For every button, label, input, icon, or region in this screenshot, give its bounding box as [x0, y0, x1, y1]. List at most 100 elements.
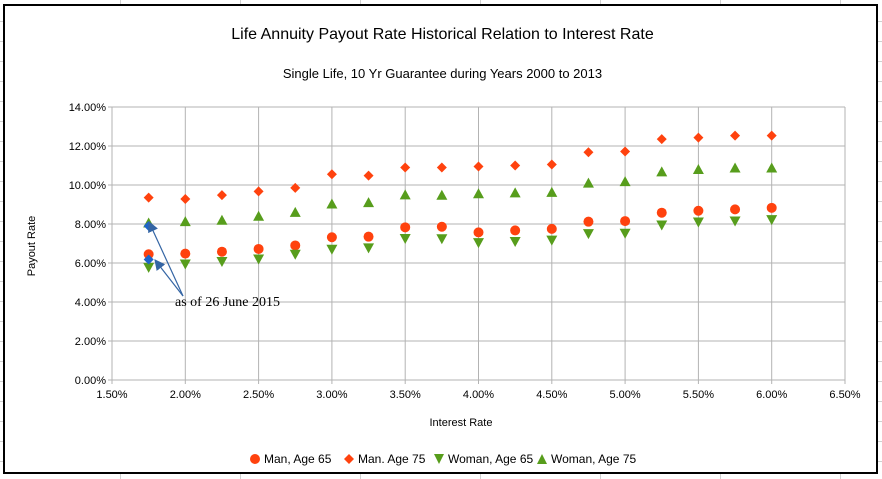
legend-item-man-65: Man, Age 65 — [250, 452, 332, 466]
legend-label: Man. Age 75 — [358, 452, 426, 466]
legend-marker-triangle-up — [537, 454, 547, 464]
series-3-point — [509, 187, 521, 198]
legend-item-woman-65: Woman, Age 65 — [434, 452, 533, 466]
series-2-point — [546, 235, 558, 246]
x-tick-label: 4.00% — [463, 389, 494, 401]
series-2-point — [253, 254, 265, 265]
y-tick-label: 4.00% — [75, 297, 106, 309]
series-1-point — [436, 162, 447, 173]
series-3-point — [729, 162, 741, 173]
legend-marker-diamond — [344, 454, 354, 464]
series-1-point — [546, 159, 557, 170]
series-3-point — [289, 206, 301, 217]
x-tick-label: 4.50% — [536, 389, 567, 401]
legend-marker-circle — [250, 454, 260, 464]
y-tick-label: 10.00% — [69, 180, 107, 192]
series-1-point — [326, 169, 337, 180]
series-0-point — [766, 202, 777, 213]
legend-label: Man, Age 65 — [264, 452, 332, 466]
x-tick-label: 2.50% — [243, 389, 274, 401]
y-tick-label: 14.00% — [69, 102, 107, 114]
series-1-point — [656, 134, 667, 145]
series-3-point — [656, 166, 668, 177]
series-2-point — [143, 262, 155, 273]
chart-container[interactable]: Life Annuity Payout Rate Historical Rela… — [3, 4, 878, 474]
series-3-point — [692, 164, 704, 175]
plot-area: 0.00% 2.00% 4.00% 6.00% 8.00% 10.00% 12.00% 14.… — [26, 102, 861, 466]
y-tick-label: 6.00% — [75, 258, 106, 270]
x-tick-label: 3.00% — [316, 389, 347, 401]
series-3-point — [363, 197, 375, 208]
series-2-point — [582, 229, 594, 240]
annotation-arrow-lower — [154, 259, 184, 297]
x-tick-label: 2.00% — [170, 389, 201, 401]
series-0-point — [326, 232, 337, 243]
series-2-point — [399, 234, 411, 245]
annotation-layer: as of 26 June 2015 — [148, 221, 280, 310]
series-1-point — [253, 186, 264, 197]
series-3-point — [473, 188, 484, 199]
series-1-point — [400, 162, 411, 173]
series-2-point — [619, 228, 631, 239]
series-2-point — [363, 243, 375, 254]
series-0-point — [290, 240, 301, 251]
series-3-point — [546, 186, 558, 197]
series-2-point — [766, 215, 778, 226]
series-2-point — [289, 249, 301, 260]
legend: Man, Age 65 Man. Age 75 Woman, Age 65 Wo… — [250, 452, 636, 466]
series-2-point — [656, 220, 668, 231]
chart-title: Life Annuity Payout Rate Historical Rela… — [231, 26, 654, 43]
series-1-point — [180, 194, 191, 205]
legend-marker-triangle-down — [434, 454, 444, 464]
series-0-point — [693, 205, 704, 216]
series-2-point — [216, 257, 228, 268]
y-tick-label: 8.00% — [75, 219, 106, 231]
y-tick-label: 0.00% — [75, 375, 106, 387]
series-3-point — [436, 189, 448, 200]
y-tick-label: 2.00% — [75, 336, 106, 348]
legend-label: Woman, Age 75 — [551, 452, 636, 466]
series-1-point — [216, 190, 227, 201]
series-0-point — [730, 204, 741, 215]
series-2-point — [473, 238, 484, 249]
series-3-point — [399, 189, 411, 200]
annotation-arrow-upper — [148, 221, 184, 297]
series-1-point — [143, 192, 154, 203]
series-1-point — [693, 132, 704, 143]
series-1-point — [473, 161, 484, 172]
series-2-point — [729, 216, 741, 227]
x-tick-label: 1.50% — [96, 389, 127, 401]
series-2-point — [692, 217, 704, 228]
legend-item-man-75: Man. Age 75 — [344, 452, 426, 466]
series-0-point — [656, 207, 667, 218]
series-1-point — [583, 147, 594, 158]
series-2-point — [436, 234, 448, 245]
series-3-point — [253, 210, 265, 221]
x-tick-label: 3.50% — [390, 389, 421, 401]
series-0-point — [216, 246, 227, 257]
series-0-point — [400, 222, 411, 233]
series-0-point — [546, 223, 557, 234]
series-0-point — [583, 216, 594, 227]
series-0-point — [180, 248, 191, 259]
series-0-point — [510, 225, 521, 236]
series-1-point — [290, 182, 301, 193]
series-1-point — [363, 170, 374, 181]
series-3-point — [216, 214, 228, 225]
series-0-point — [620, 216, 631, 227]
series-0-point — [143, 249, 154, 260]
series-1-point — [730, 130, 741, 141]
x-tick-label: 5.50% — [683, 389, 714, 401]
series-1-point — [766, 130, 777, 141]
x-axis-title: Interest Rate — [430, 417, 493, 429]
series-3-point — [766, 162, 778, 173]
axes: 0.00% 2.00% 4.00% 6.00% 8.00% 10.00% 12.00% 14.… — [69, 102, 861, 401]
series-3-point — [619, 176, 631, 187]
series-0-point — [436, 221, 447, 232]
series-3-point — [582, 177, 594, 188]
legend-item-woman-75: Woman, Age 75 — [537, 452, 636, 466]
data-points — [143, 130, 778, 273]
series-0-point — [363, 231, 374, 242]
legend-label: Woman, Age 65 — [448, 452, 533, 466]
x-tick-label: 6.50% — [829, 389, 860, 401]
